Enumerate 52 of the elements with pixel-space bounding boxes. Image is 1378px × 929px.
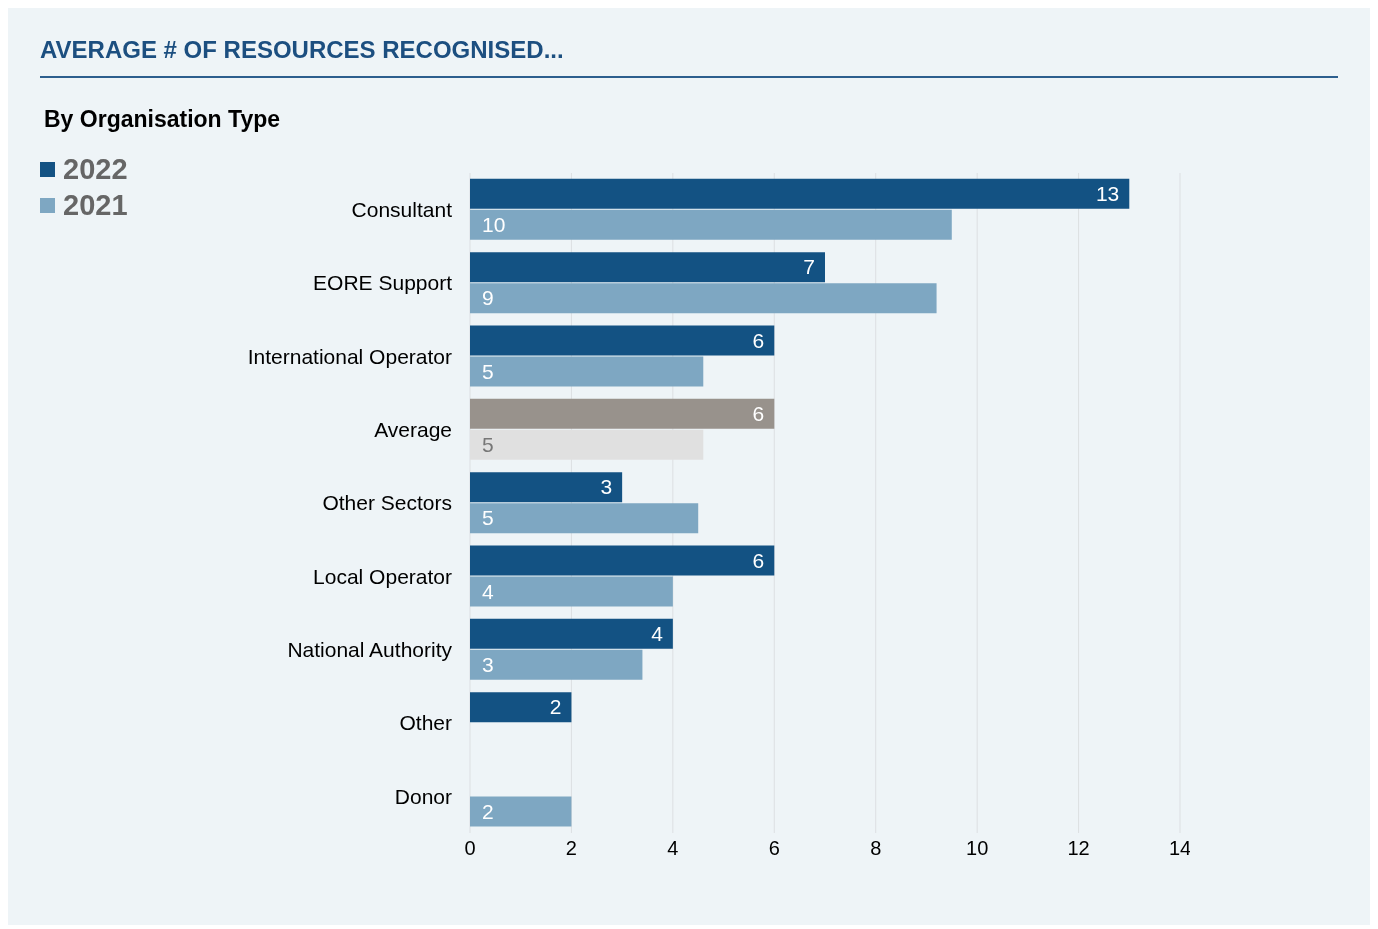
- y-tick-label: Donor: [394, 784, 452, 808]
- data-label: 3: [600, 475, 613, 499]
- legend-label: 2022: [63, 152, 128, 186]
- data-label: 10: [482, 212, 506, 236]
- data-label: 2: [549, 695, 562, 719]
- data-label: 6: [752, 548, 765, 572]
- data-label: 4: [482, 579, 494, 603]
- data-label: 4: [651, 621, 664, 645]
- y-tick-label: International Operator: [247, 344, 452, 368]
- x-tick-label: 10: [966, 837, 989, 860]
- data-label: 5: [482, 359, 494, 383]
- y-tick-label: Other Sectors: [322, 491, 452, 515]
- bar: [470, 796, 572, 827]
- y-tick-label: Consultant: [351, 198, 453, 222]
- bar: [470, 252, 825, 283]
- data-label: 13: [1095, 181, 1120, 205]
- x-tick-label: 6: [768, 837, 780, 860]
- bar: [470, 178, 1130, 209]
- y-tick-label: Other: [399, 711, 452, 735]
- x-tick-label: 14: [1168, 837, 1192, 860]
- bar: [470, 209, 952, 240]
- x-tick-label: 0: [464, 837, 476, 860]
- data-label: 7: [803, 255, 815, 279]
- data-label: 5: [482, 506, 494, 530]
- bar: [470, 356, 704, 387]
- x-tick-label: 8: [870, 837, 882, 860]
- y-tick-label: EORE Support: [313, 271, 453, 295]
- x-tick-label: 2: [565, 837, 577, 860]
- data-label: 9: [482, 286, 494, 310]
- bar: [470, 283, 937, 314]
- data-label: 6: [752, 401, 765, 425]
- bar: [470, 398, 775, 429]
- data-label: 6: [752, 328, 765, 352]
- legend-label: 2021: [63, 188, 128, 222]
- bar: [470, 503, 699, 534]
- bar: [470, 649, 643, 680]
- x-tick-label: 4: [667, 837, 679, 860]
- bar: [470, 472, 623, 503]
- bar: [470, 692, 572, 723]
- y-tick-label: Local Operator: [313, 564, 452, 588]
- bar: [470, 618, 673, 649]
- bar: [470, 576, 673, 607]
- y-tick-label: Average: [374, 418, 452, 442]
- bar: [470, 545, 775, 576]
- x-tick-label: 12: [1067, 837, 1090, 860]
- data-label: 5: [482, 432, 494, 456]
- text: By Organisation Type: [44, 106, 281, 133]
- data-label: 3: [482, 652, 494, 676]
- data-label: 2: [482, 799, 494, 823]
- chart-title: AVERAGE # OF RESOURCES RECOGNISED...: [40, 36, 1338, 78]
- bar: [470, 325, 775, 356]
- y-tick-label: National Authority: [287, 638, 453, 662]
